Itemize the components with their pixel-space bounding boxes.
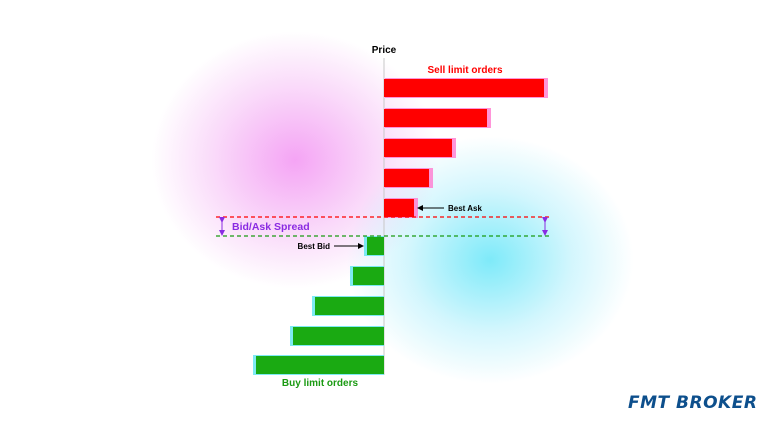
- spread-label: Bid/Ask Spread: [232, 221, 310, 233]
- sell-order-bar: [384, 169, 429, 187]
- fmt-broker-logo: FMT BROKER: [628, 393, 758, 413]
- buy-order-bar: [256, 356, 384, 374]
- sell-order-bar: [384, 109, 487, 127]
- buy-order-bar: [315, 297, 384, 315]
- buy-orders-label: Buy limit orders: [282, 378, 359, 389]
- buy-order-bar: [353, 267, 384, 285]
- sell-order-bar: [384, 79, 544, 97]
- sell-orders-label: Sell limit orders: [427, 65, 502, 76]
- buy-order-bar: [293, 327, 384, 345]
- buy-order-bar: [367, 237, 384, 255]
- price-label: Price: [372, 45, 397, 56]
- best-bid-label: Best Bid: [298, 242, 331, 251]
- sell-order-bar: [384, 199, 414, 217]
- buy-bars: [253, 236, 384, 375]
- sell-order-bar: [384, 139, 452, 157]
- best-ask-label: Best Ask: [448, 204, 482, 213]
- sell-bars: [384, 78, 548, 218]
